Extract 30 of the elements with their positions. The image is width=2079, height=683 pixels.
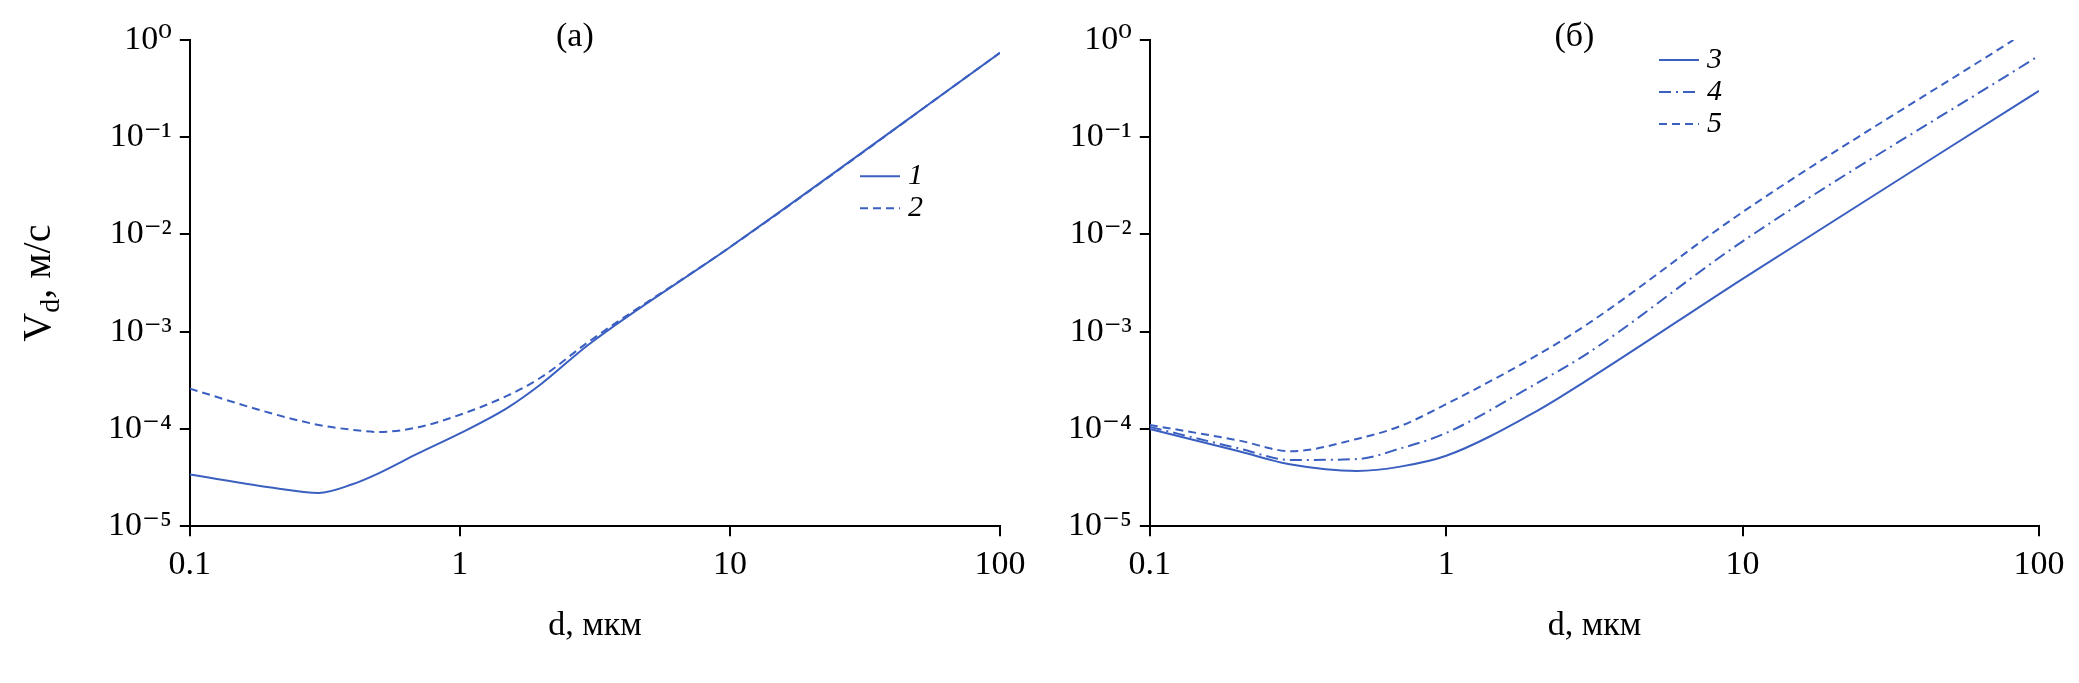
y-tick-label: 10⁻³	[1069, 310, 1132, 348]
y-tick-label: 10⁻³	[109, 310, 172, 348]
x-tick-label: 0.1	[1128, 543, 1172, 581]
x-tick-label: 1	[1437, 543, 1455, 581]
y-tick-label: 10⁻⁵	[107, 505, 172, 543]
x-tick-label: 100	[2013, 543, 2065, 581]
y-tick-label: 10⁻²	[109, 213, 172, 251]
legend-label: 2	[908, 189, 923, 223]
y-tick-label: 10⁻⁴	[107, 407, 172, 445]
x-tick-label: 0.1	[168, 543, 212, 581]
y-tick-label: 10⁻⁴	[1067, 407, 1132, 445]
y-tick-label: 10⁻¹	[1069, 116, 1132, 154]
x-tick-label: 1	[451, 543, 469, 581]
x-axis-title: d, мкм	[548, 605, 642, 643]
y-tick-label: 10⁻⁵	[1067, 505, 1132, 543]
y-tick-label: 10⁰	[1084, 18, 1132, 56]
y-tick-label: 10⁰	[124, 18, 172, 56]
legend-label: 5	[1707, 104, 1722, 138]
y-tick-label: 10⁻¹	[109, 116, 172, 154]
legend-label: 4	[1707, 72, 1722, 106]
y-tick-label: 10⁻²	[1069, 213, 1132, 251]
x-tick-label: 100	[974, 543, 1026, 581]
chart-title: (б)	[1554, 15, 1595, 54]
y-axis-title: Vd, м/с	[14, 224, 66, 342]
chart-title: (a)	[556, 15, 594, 54]
x-tick-label: 10	[712, 543, 747, 581]
x-axis-title: d, мкм	[1547, 605, 1642, 643]
legend-label: 3	[1706, 40, 1722, 74]
x-tick-label: 10	[1725, 543, 1760, 581]
legend-label: 1	[908, 157, 923, 191]
